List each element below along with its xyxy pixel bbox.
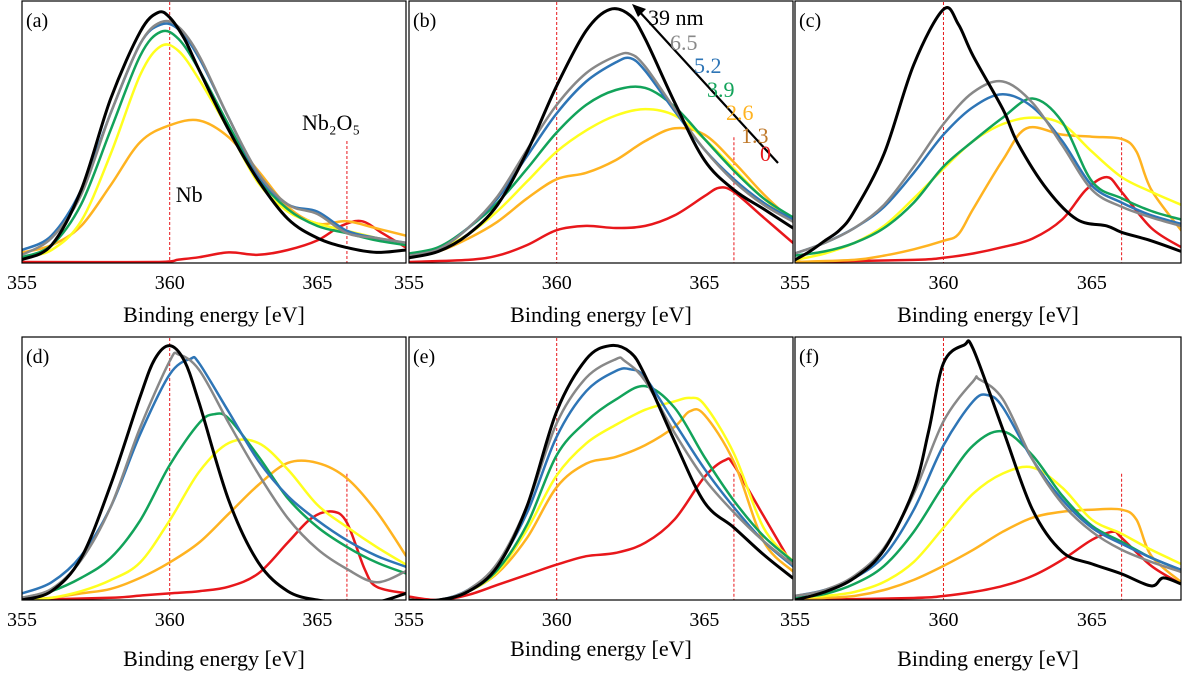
series-line-6-5 — [22, 351, 406, 600]
nb2o5-peak-label: Nb₂O₅ — [302, 110, 360, 135]
x-tick-label: 365 — [689, 609, 719, 631]
panel-label: (a) — [26, 10, 48, 32]
x-tick-label: 355 — [7, 272, 37, 294]
series-line-0 — [409, 457, 793, 600]
x-tick-label: 360 — [542, 272, 572, 294]
series-line-6-5 — [409, 51, 793, 257]
plot-frame — [408, 0, 794, 264]
plot-frame — [794, 336, 1182, 601]
series-line-6-5 — [22, 19, 406, 257]
legend-label: 39 nm — [648, 5, 704, 30]
series-line-2-6 — [22, 438, 406, 600]
panel-a: (a) 355 360 365 Binding energy [eV] — [7, 0, 407, 327]
series-line-5-2 — [409, 367, 793, 600]
series-line-39-nm — [795, 6, 1181, 262]
panel-label: (d) — [26, 346, 49, 368]
x-tick-label: 360 — [928, 609, 958, 631]
x-tick-label: 355 — [394, 272, 424, 294]
series-line-5-2 — [22, 22, 406, 252]
x-axis-label: Binding energy [eV] — [897, 302, 1079, 327]
legend-label: 5.2 — [694, 53, 722, 78]
series-line-1-3 — [409, 126, 793, 257]
panel-b: (b) 355 360 365 Binding energy [eV] — [394, 0, 794, 327]
legend-arrow-head — [632, 4, 646, 17]
series-line-39-nm — [409, 7, 793, 260]
x-tick-label: 365 — [302, 272, 332, 294]
x-tick-label: 365 — [689, 272, 719, 294]
x-tick-label: 360 — [542, 609, 572, 631]
series-line-5-2 — [795, 393, 1181, 598]
series-line-1-3 — [22, 118, 406, 254]
series-line-1-3 — [795, 507, 1181, 600]
series-line-1-3 — [22, 459, 406, 600]
series-line-1-3 — [409, 407, 793, 600]
panel-d: (d) 355 360 365 Binding energy [eV] — [7, 336, 407, 671]
nb-peak-label: Nb — [176, 182, 203, 207]
series-line-2-6 — [22, 43, 406, 259]
legend-arrow — [636, 8, 779, 164]
series-line-3-9 — [22, 412, 406, 600]
x-axis-label: Binding energy [eV] — [510, 302, 692, 327]
legend-label: 6.5 — [670, 30, 698, 55]
x-tick-label: 365 — [302, 609, 332, 631]
legend-label: 2.6 — [726, 100, 754, 125]
x-tick-label: 365 — [1077, 272, 1107, 294]
legend-label: 0 — [760, 141, 771, 166]
legend-label: 1.3 — [741, 123, 769, 148]
series-line-0 — [22, 219, 406, 263]
x-tick-label: 355 — [7, 609, 37, 631]
series-line-0 — [22, 510, 406, 600]
x-tick-label: 355 — [780, 272, 810, 294]
panel-label: (e) — [413, 346, 435, 368]
plot-frame — [408, 336, 794, 601]
panel-c: (c) 355 360 365 Binding energy [eV] — [780, 0, 1182, 327]
series-line-3-9 — [795, 429, 1181, 600]
series-line-6-5 — [795, 375, 1181, 598]
series-line-0 — [409, 186, 793, 263]
series-line-2-6 — [409, 396, 793, 600]
series-line-3-9 — [795, 97, 1181, 257]
plot-frame — [21, 0, 407, 264]
series-line-39-nm — [409, 343, 793, 600]
panel-label: (f) — [799, 346, 819, 368]
series-line-39-nm — [795, 339, 1181, 600]
x-axis-label: Binding energy [eV] — [510, 636, 692, 661]
series-line-0 — [795, 175, 1181, 263]
x-axis-label: Binding energy [eV] — [897, 646, 1079, 671]
x-axis-label: Binding energy [eV] — [123, 302, 305, 327]
x-tick-label: 355 — [780, 609, 810, 631]
panel-f: (f) 355 360 365 Binding energy [eV] — [780, 336, 1182, 671]
series-line-39-nm — [22, 344, 406, 600]
x-tick-label: 360 — [155, 609, 185, 631]
panel-label: (b) — [413, 10, 436, 32]
x-tick-label: 365 — [1077, 609, 1107, 631]
plot-frame — [21, 336, 407, 601]
series-line-2-6 — [795, 465, 1181, 600]
series-line-39-nm — [22, 10, 406, 262]
series-line-6-5 — [409, 356, 793, 600]
x-tick-label: 355 — [394, 609, 424, 631]
panel-label: (c) — [799, 10, 821, 32]
series-line-6-5 — [795, 79, 1181, 255]
series-line-5-2 — [22, 355, 406, 595]
panel-e: (e) 355 360 365 Binding energy [eV] — [394, 336, 794, 661]
series-line-3-9 — [409, 384, 793, 600]
series-line-0 — [795, 530, 1181, 600]
x-tick-label: 360 — [928, 272, 958, 294]
series-line-1-3 — [795, 126, 1181, 263]
legend-label: 3.9 — [707, 77, 735, 102]
x-tick-label: 360 — [155, 272, 185, 294]
legend: 39 nm6.55.23.92.61.30 — [632, 4, 779, 166]
plot-frame — [794, 0, 1182, 264]
x-axis-label: Binding energy [eV] — [123, 646, 305, 671]
